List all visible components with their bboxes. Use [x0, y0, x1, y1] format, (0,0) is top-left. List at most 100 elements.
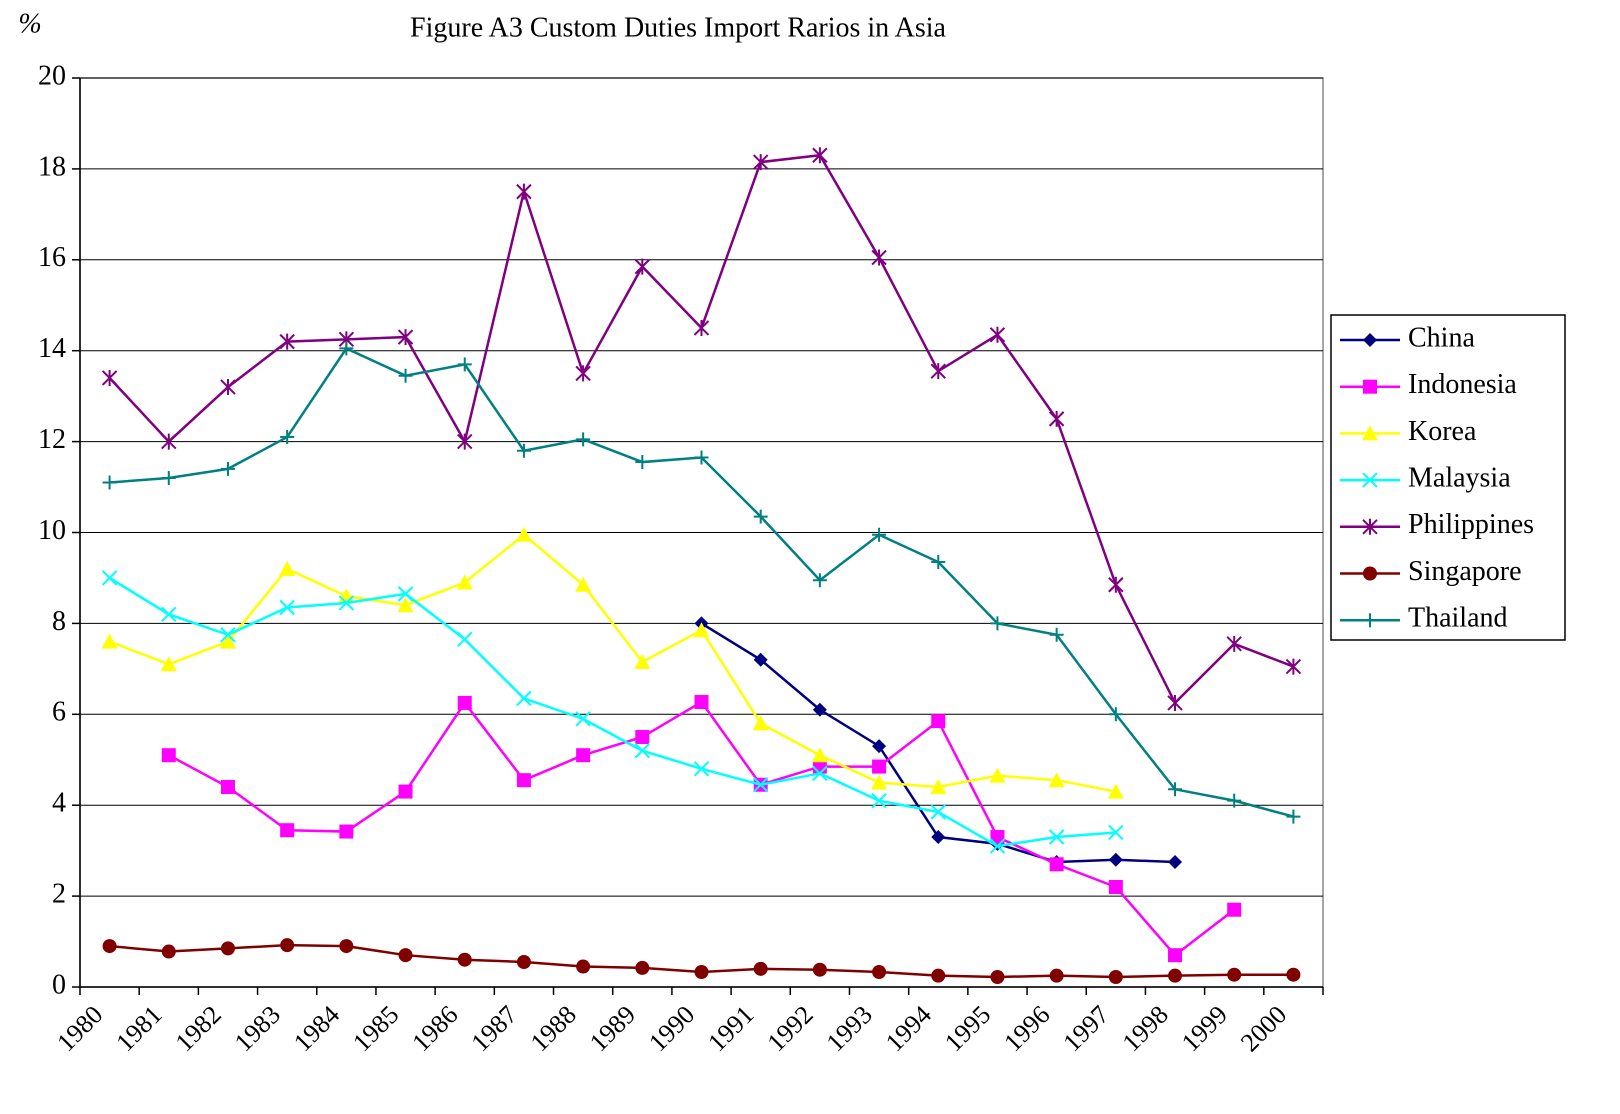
x-tick-label: 1992	[761, 1000, 818, 1057]
marker	[693, 761, 710, 777]
marker	[397, 586, 414, 602]
marker	[516, 773, 531, 788]
marker	[220, 627, 236, 643]
marker	[752, 777, 769, 793]
marker	[1363, 613, 1377, 628]
marker	[398, 368, 413, 383]
legend-box	[1330, 314, 1566, 641]
marker	[1285, 658, 1302, 675]
marker	[931, 555, 946, 570]
marker	[1286, 967, 1301, 982]
marker	[457, 695, 472, 710]
marker	[1108, 707, 1123, 722]
marker	[457, 357, 472, 372]
marker	[516, 443, 531, 458]
marker	[634, 742, 651, 759]
marker	[160, 656, 177, 672]
marker	[516, 955, 531, 970]
marker	[694, 695, 709, 710]
x-tick-label: 1990	[643, 1000, 700, 1057]
marker	[635, 455, 650, 470]
legend-label: Korea	[1408, 416, 1477, 447]
x-tick-label: 1981	[110, 1000, 167, 1057]
marker	[812, 147, 828, 164]
marker	[931, 968, 946, 983]
marker	[693, 319, 710, 336]
x-tick-label: 1985	[347, 1000, 404, 1057]
y-tick-label: 2	[52, 879, 66, 910]
marker	[1363, 379, 1377, 394]
x-tick-label: 1980	[51, 1000, 108, 1057]
marker	[753, 652, 768, 667]
marker	[990, 616, 1005, 631]
marker	[161, 944, 176, 959]
y-axis-label: %	[18, 8, 41, 39]
marker	[871, 792, 887, 809]
marker	[279, 599, 295, 616]
marker	[161, 606, 177, 623]
y-tick-label: 0	[52, 969, 66, 1000]
x-tick-label: 1984	[288, 1000, 345, 1057]
marker	[694, 450, 709, 465]
marker	[1362, 472, 1378, 488]
marker	[1227, 967, 1242, 982]
marker	[398, 948, 413, 963]
marker	[279, 333, 295, 350]
x-tick-label: 1997	[1057, 1000, 1114, 1057]
marker	[1108, 970, 1123, 985]
marker	[576, 748, 591, 763]
marker	[457, 952, 472, 967]
marker	[872, 527, 887, 542]
marker	[1048, 829, 1065, 845]
marker	[989, 838, 1006, 854]
marker	[990, 970, 1005, 985]
legend-label: China	[1408, 322, 1475, 353]
marker	[753, 961, 768, 976]
y-tick-label: 14	[38, 333, 66, 364]
marker	[990, 830, 1005, 845]
marker	[693, 622, 710, 638]
x-tick-label: 1994	[880, 1000, 937, 1057]
marker	[457, 433, 473, 450]
y-tick-label: 18	[38, 151, 66, 182]
marker	[1226, 635, 1242, 652]
marker	[1363, 566, 1377, 581]
marker	[1168, 855, 1183, 870]
legend-label: Philippines	[1408, 509, 1534, 540]
x-tick-label: 1999	[1176, 1000, 1233, 1057]
legend-label: Thailand	[1408, 603, 1508, 634]
marker	[872, 759, 887, 774]
marker	[752, 715, 769, 731]
x-tick-label: 1983	[229, 1000, 286, 1057]
marker	[1108, 880, 1123, 895]
marker	[1167, 694, 1183, 711]
x-tick-label: 2000	[1235, 1000, 1292, 1057]
marker	[1108, 576, 1124, 593]
series-line	[109, 533, 1117, 793]
marker	[634, 258, 651, 275]
x-tick-label: 1987	[466, 1000, 523, 1057]
x-tick-label: 1988	[525, 1000, 582, 1057]
marker	[1168, 948, 1183, 963]
marker	[1363, 333, 1377, 347]
marker	[931, 714, 946, 729]
marker	[1108, 852, 1123, 867]
marker	[339, 824, 354, 839]
marker	[516, 183, 532, 200]
y-tick-label: 12	[38, 424, 66, 455]
marker	[219, 633, 236, 649]
marker	[930, 363, 946, 380]
marker	[339, 341, 354, 356]
marker	[220, 941, 235, 956]
marker	[456, 574, 473, 590]
y-tick-label: 20	[38, 60, 66, 91]
marker	[1048, 410, 1065, 427]
marker	[872, 739, 887, 754]
marker	[220, 780, 235, 795]
marker	[575, 365, 591, 382]
marker	[812, 573, 827, 588]
marker	[930, 804, 946, 820]
marker	[1168, 968, 1183, 983]
marker	[575, 711, 591, 727]
